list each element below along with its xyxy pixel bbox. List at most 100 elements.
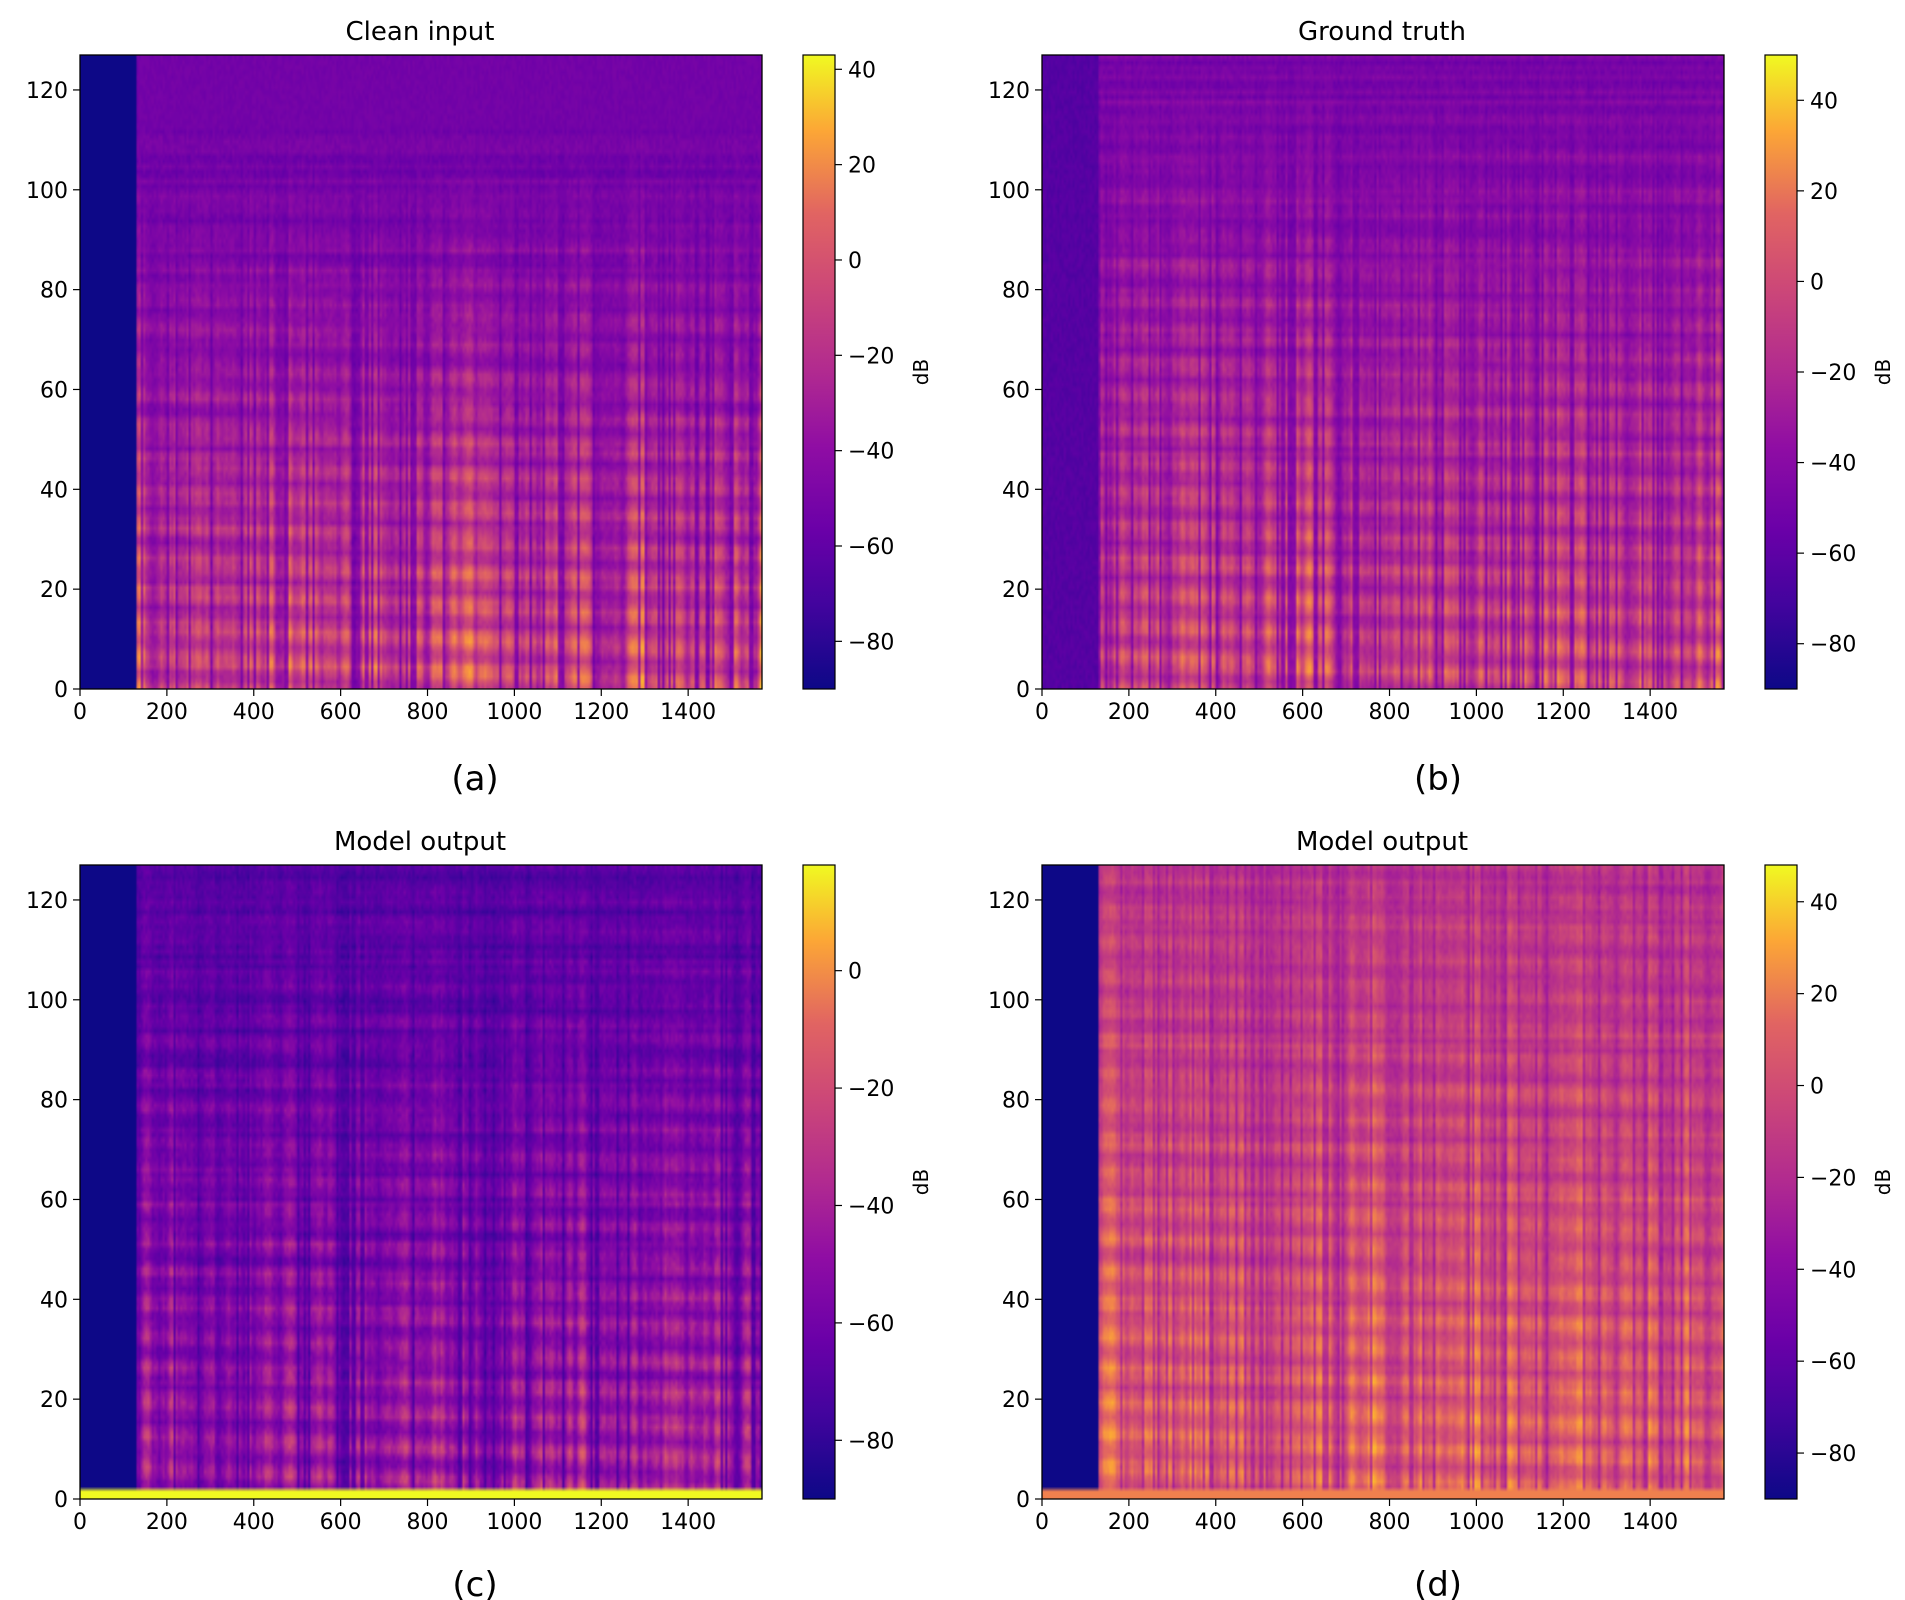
- panel-a-yaxis: 0 20 40 60 80 100 120: [26, 79, 80, 703]
- y-tick-label: 60: [40, 1188, 68, 1213]
- x-tick-label: 1200: [1535, 1510, 1591, 1535]
- panel-b: Ground truth 0 200 400 600 800 1000 1200 1400 0…: [988, 17, 1895, 799]
- x-tick-label: 600: [320, 1510, 362, 1535]
- x-tick-label: 800: [1369, 1510, 1411, 1535]
- colorbar-tick-label: −60: [848, 535, 894, 560]
- x-tick-label: 200: [146, 1510, 188, 1535]
- x-tick-label: 600: [1282, 700, 1324, 725]
- colorbar-tick-label: −60: [1810, 1350, 1856, 1375]
- y-tick-label: 40: [1002, 1288, 1030, 1313]
- panel-a-colorbar-gradient: [802, 54, 836, 690]
- panel-b-title: Ground truth: [1298, 17, 1466, 47]
- colorbar-tick-label: 0: [848, 960, 862, 985]
- x-tick-label: 400: [233, 700, 275, 725]
- panel-d-plot-area: 0 200 400 600 800 1000 1200 1400 0 20 40 60 80 100 12…: [988, 864, 1725, 1535]
- panel-d-spectrogram: [1042, 865, 1724, 1499]
- panel-b-xaxis: 0 200 400 600 800 1000 1200 1400: [1035, 689, 1678, 725]
- x-tick-label: 1400: [660, 1510, 716, 1535]
- colorbar-tick-label: 0: [848, 249, 862, 274]
- y-tick-label: 0: [54, 678, 68, 703]
- y-tick-label: 80: [40, 279, 68, 304]
- x-tick-label: 1200: [1535, 700, 1591, 725]
- colorbar-tick-label: −80: [848, 630, 894, 655]
- x-tick-label: 600: [1282, 1510, 1324, 1535]
- colorbar-tick-label: −20: [848, 1077, 894, 1102]
- panel-a-frame: [79, 54, 763, 690]
- x-tick-label: 1200: [573, 700, 629, 725]
- panel-b-colorbar-ticks: −80 −60 −40 −20 0 20 40: [1797, 89, 1856, 658]
- panel-b-colorbar-gradient: [1764, 54, 1798, 690]
- x-tick-label: 0: [73, 1510, 87, 1535]
- y-tick-label: 20: [1002, 578, 1030, 603]
- panel-c-colorbar-gradient: [802, 864, 836, 1500]
- panel-d-caption: (d): [1414, 1565, 1462, 1600]
- y-tick-label: 0: [1016, 1488, 1030, 1513]
- y-tick-label: 60: [1002, 378, 1030, 403]
- colorbar-tick-label: 40: [1810, 89, 1838, 114]
- panel-a-plot-area: 0 200 400 600 800 1000 1200 1400 0 20 40 60 80 100 12…: [26, 54, 763, 725]
- panel-c-colorbar-label: dB: [909, 1169, 933, 1195]
- colorbar-tick-label: −60: [848, 1312, 894, 1337]
- colorbar-tick-label: 40: [848, 58, 876, 83]
- x-tick-label: 0: [1035, 700, 1049, 725]
- panel-c-colorbar-ticks: −80 −60 −40 −20 0: [835, 960, 894, 1454]
- panel-a: Clean input 0 200 400 600 800 1000 1200 1400 02…: [26, 17, 933, 799]
- colorbar-tick-label: −20: [1810, 1166, 1856, 1191]
- colorbar-tick-label: −80: [848, 1429, 894, 1454]
- panel-b-spectrogram: [1042, 55, 1724, 689]
- colorbar-tick-label: 40: [1810, 891, 1838, 916]
- panel-c-frame: [79, 864, 763, 1500]
- panel-a-xaxis: 0 200 400 600 800 1000 1200 1400: [73, 689, 716, 725]
- colorbar-tick-label: −20: [1810, 361, 1856, 386]
- panel-c-spectrogram: [80, 865, 762, 1499]
- colorbar-tick-label: −80: [1810, 1442, 1856, 1467]
- colorbar-tick-label: −20: [848, 344, 894, 369]
- panel-b-colorbar-label: dB: [1871, 359, 1895, 385]
- y-tick-label: 100: [988, 989, 1030, 1014]
- panel-c-plot-area: 0 200 400 600 800 1000 1200 1400 0 20 40 60 80 100 12…: [26, 864, 763, 1535]
- panel-a-caption: (a): [451, 759, 498, 799]
- y-tick-label: 120: [26, 79, 68, 104]
- panel-d-xaxis: 0 200 400 600 800 1000 1200 1400: [1035, 1499, 1678, 1535]
- panel-b-colorbar: −80 −60 −40 −20 0 20 40 dB: [1764, 54, 1895, 690]
- y-tick-label: 120: [988, 79, 1030, 104]
- x-tick-label: 800: [1369, 700, 1411, 725]
- panel-d: Model output 0 200 400 600 800 1000 1200 1400 0…: [988, 827, 1895, 1600]
- panel-c-title: Model output: [334, 827, 506, 857]
- colorbar-tick-label: 20: [1810, 983, 1838, 1008]
- panel-c: Model output 0 200 400 600 800 1000 1200 1400 0…: [26, 827, 933, 1600]
- panel-b-yaxis: 0 20 40 60 80 100 120: [988, 79, 1042, 703]
- y-tick-label: 60: [40, 378, 68, 403]
- panel-a-title: Clean input: [346, 17, 495, 47]
- y-tick-label: 100: [26, 179, 68, 204]
- panel-d-colorbar-ticks: −80 −60 −40 −20 0 20 40: [1797, 891, 1856, 1467]
- y-tick-label: 20: [40, 578, 68, 603]
- x-tick-label: 0: [1035, 1510, 1049, 1535]
- panel-b-frame: [1041, 54, 1725, 690]
- x-tick-label: 1400: [1622, 700, 1678, 725]
- y-tick-label: 20: [40, 1388, 68, 1413]
- y-tick-label: 40: [40, 478, 68, 503]
- panel-d-yaxis: 0 20 40 60 80 100 120: [988, 889, 1042, 1513]
- x-tick-label: 1400: [1622, 1510, 1678, 1535]
- panel-c-caption: (c): [452, 1565, 497, 1600]
- panel-d-colorbar-label: dB: [1871, 1169, 1895, 1195]
- y-tick-label: 20: [1002, 1388, 1030, 1413]
- x-tick-label: 400: [233, 1510, 275, 1535]
- colorbar-tick-label: 20: [1810, 180, 1838, 205]
- x-tick-label: 800: [407, 1510, 449, 1535]
- x-tick-label: 200: [1108, 700, 1150, 725]
- colorbar-tick-label: −40: [848, 1194, 894, 1219]
- y-tick-label: 120: [26, 889, 68, 914]
- y-tick-label: 0: [54, 1488, 68, 1513]
- panel-a-spectrogram: [80, 55, 762, 689]
- panel-d-title: Model output: [1296, 827, 1468, 857]
- x-tick-label: 0: [73, 700, 87, 725]
- x-tick-label: 400: [1195, 1510, 1237, 1535]
- y-tick-label: 120: [988, 889, 1030, 914]
- x-tick-label: 1400: [660, 700, 716, 725]
- y-tick-label: 40: [40, 1288, 68, 1313]
- y-tick-label: 80: [1002, 1089, 1030, 1114]
- x-tick-label: 1000: [486, 1510, 542, 1535]
- colorbar-tick-label: 0: [1810, 270, 1824, 295]
